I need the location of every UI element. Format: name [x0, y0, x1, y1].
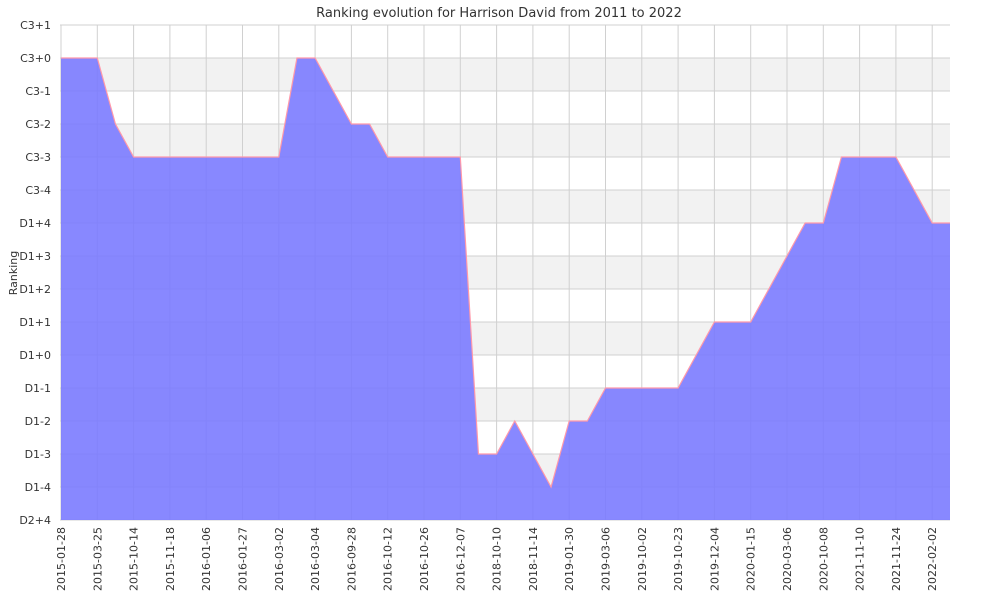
x-tick-label: 2016-03-04 [309, 527, 322, 591]
y-tick-label: D1-4 [25, 481, 51, 494]
x-tick-label: 2019-12-04 [708, 527, 721, 591]
x-axis-tick-labels: 2015-01-28 2015-03-25 2015-10-14 2015-11-18… [55, 527, 939, 591]
y-tick-label: D1-1 [25, 382, 51, 395]
x-tick-label: 2021-11-24 [890, 527, 903, 591]
x-tick-label: 2018-10-10 [491, 527, 504, 591]
x-tick-label: 2019-01-30 [563, 527, 576, 591]
background-band [60, 124, 950, 157]
x-tick-label: 2018-11-14 [527, 527, 540, 591]
y-tick-label: D2+4 [19, 514, 51, 527]
x-tick-label: 2020-01-15 [745, 527, 758, 591]
x-tick-label: 2016-10-26 [418, 527, 431, 591]
y-tick-label: D1+0 [19, 349, 51, 362]
x-tick-label: 2020-03-06 [781, 527, 794, 591]
y-tick-label: C3-1 [25, 85, 51, 98]
series-area [61, 58, 950, 520]
x-tick-label: 2016-01-27 [237, 527, 250, 591]
x-tick-label: 2015-01-28 [55, 527, 68, 591]
x-tick-label: 2015-03-25 [91, 527, 104, 591]
chart-title: Ranking evolution for Harrison David fro… [316, 6, 682, 21]
x-tick-label: 2019-10-23 [672, 527, 685, 591]
y-tick-label: C3-2 [25, 118, 51, 131]
y-tick-label: C3+1 [20, 19, 51, 32]
y-tick-label: D1-3 [25, 448, 51, 461]
x-tick-label: 2016-03-02 [273, 527, 286, 591]
series-line [61, 57, 950, 489]
x-tick-label: 2020-10-08 [817, 527, 830, 591]
y-axis-tick-labels: D2+4 D1-4 D1-3 D1-2 D1-1 D1+0 D1+1 D1+2 D1+3 D1+4… [19, 19, 51, 527]
x-tick-label: 2022-02-02 [926, 527, 939, 591]
y-tick-label: D1+2 [19, 283, 51, 296]
x-tick-label: 2016-09-28 [345, 527, 358, 591]
x-tick-label: 2019-03-06 [600, 527, 613, 591]
x-tick-label: 2016-12-07 [454, 527, 467, 591]
x-tick-label: 2016-10-12 [382, 527, 395, 591]
y-tick-label: D1-2 [25, 415, 51, 428]
y-axis-label: Ranking [7, 251, 20, 296]
y-tick-label: D1+1 [19, 316, 51, 329]
area-layer [61, 57, 950, 520]
x-tick-label: 2019-10-02 [636, 527, 649, 591]
y-tick-label: C3-3 [25, 151, 51, 164]
x-tick-label: 2015-10-14 [128, 527, 141, 591]
x-tick-label: 2016-01-06 [200, 527, 213, 591]
background-band [60, 58, 950, 91]
x-tick-label: 2021-11-10 [854, 527, 867, 591]
x-tick-label: 2015-11-18 [164, 527, 177, 591]
y-tick-label: D1+4 [19, 217, 51, 230]
background-band [60, 25, 950, 58]
background-band [60, 91, 950, 124]
y-tick-label: C3-4 [25, 184, 51, 197]
y-tick-label: C3+0 [20, 52, 51, 65]
y-tick-label: D1+3 [19, 250, 51, 263]
